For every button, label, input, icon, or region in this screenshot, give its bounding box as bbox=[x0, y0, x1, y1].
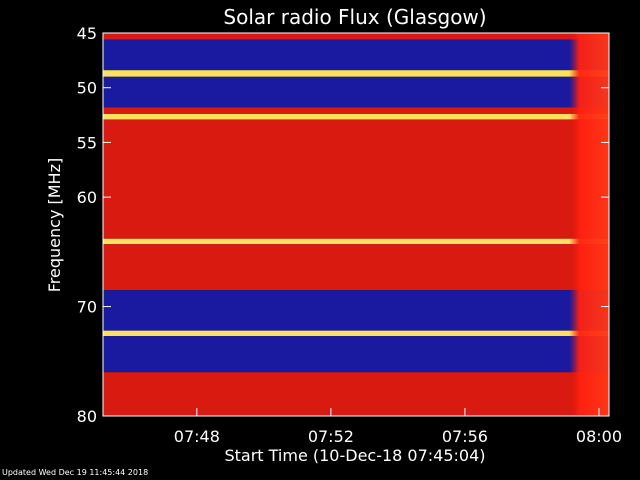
band-0 bbox=[103, 33, 609, 40]
x-axis-label: Start Time (10-Dec-18 07:45:04) bbox=[224, 446, 485, 465]
y-tick-label: 80 bbox=[77, 407, 97, 426]
band-6 bbox=[103, 119, 609, 239]
band-11 bbox=[103, 336, 609, 373]
y-tick-label: 55 bbox=[77, 133, 97, 152]
x-tick-label: 07:56 bbox=[442, 427, 488, 446]
y-axis-label: Frequency [MHz] bbox=[45, 158, 64, 292]
updated-footer: Updated Wed Dec 19 11:45:44 2018 bbox=[2, 468, 149, 477]
band-8 bbox=[103, 244, 609, 291]
x-axis: 07:48 07:52 07:56 08:00 bbox=[174, 408, 622, 446]
band-4 bbox=[103, 107, 609, 114]
band-9 bbox=[103, 290, 609, 331]
x-tick-label: 07:48 bbox=[174, 427, 220, 446]
y-tick-label: 60 bbox=[77, 188, 97, 207]
x-tick-label: 07:52 bbox=[308, 427, 354, 446]
burst-region bbox=[569, 33, 609, 416]
band-2 bbox=[103, 70, 609, 77]
band-12 bbox=[103, 372, 609, 416]
y-tick-label: 50 bbox=[77, 79, 97, 98]
plot-frame bbox=[102, 32, 610, 417]
plot-area bbox=[103, 33, 609, 416]
y-tick-label: 45 bbox=[77, 24, 97, 43]
chart-title: Solar radio Flux (Glasgow) bbox=[223, 5, 486, 29]
y-axis: 45 50 55 60 70 80 bbox=[77, 24, 609, 426]
band-1 bbox=[103, 39, 609, 71]
y-tick-label: 70 bbox=[77, 298, 97, 317]
band-7 bbox=[103, 238, 609, 245]
band-10 bbox=[103, 330, 609, 337]
band-3 bbox=[103, 76, 609, 108]
x-tick-label: 08:00 bbox=[576, 427, 622, 446]
band-5 bbox=[103, 113, 609, 120]
